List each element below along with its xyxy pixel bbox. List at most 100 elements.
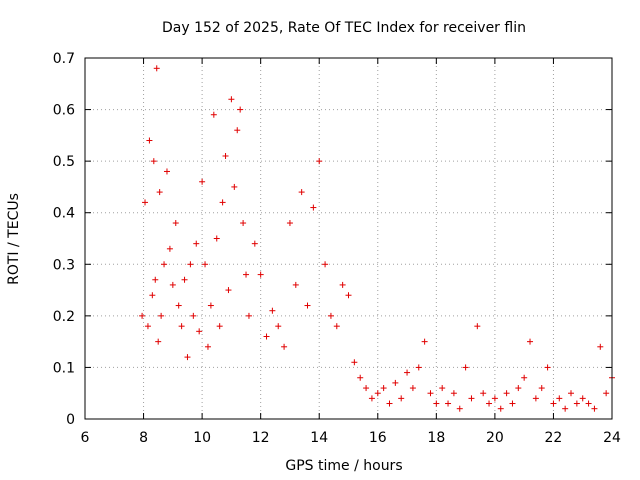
data-point [450, 390, 457, 397]
data-point [304, 302, 311, 309]
data-point [178, 323, 185, 330]
data-point [213, 235, 220, 242]
data-point [251, 240, 258, 247]
data-point [439, 385, 446, 392]
data-point [322, 261, 329, 268]
data-point [150, 158, 157, 165]
data-point [196, 328, 203, 335]
data-point [433, 400, 440, 407]
data-point [298, 189, 305, 196]
data-point [398, 395, 405, 402]
data-point [421, 338, 428, 345]
data-point [409, 385, 416, 392]
data-point [427, 390, 434, 397]
data-point [339, 281, 346, 288]
y-tick-label: 0.5 [53, 154, 75, 170]
data-point [468, 395, 475, 402]
data-point [149, 292, 156, 299]
data-point [202, 261, 209, 268]
x-tick-label: 18 [427, 430, 445, 446]
data-point [153, 65, 160, 72]
data-point [404, 369, 411, 376]
data-point [184, 354, 191, 361]
data-point [210, 111, 217, 118]
data-point [146, 137, 153, 144]
data-point [392, 379, 399, 386]
data-point [281, 343, 288, 350]
data-point [181, 276, 188, 283]
x-tick-label: 6 [81, 430, 90, 446]
data-point [158, 312, 165, 319]
data-point [538, 385, 545, 392]
data-point [240, 220, 247, 227]
data-point [503, 390, 510, 397]
data-point [228, 96, 235, 103]
data-point [163, 168, 170, 175]
data-point [172, 220, 179, 227]
data-point [225, 287, 232, 294]
x-tick-label: 10 [193, 430, 211, 446]
data-point [368, 395, 375, 402]
data-point [169, 281, 176, 288]
y-tick-label: 0.4 [53, 206, 75, 222]
data-point [286, 220, 293, 227]
data-point [333, 323, 340, 330]
data-point [155, 338, 162, 345]
data-point [207, 302, 214, 309]
data-point [562, 405, 569, 412]
data-point [292, 281, 299, 288]
data-point [544, 364, 551, 371]
data-point [486, 400, 493, 407]
data-point [245, 312, 252, 319]
data-point [345, 292, 352, 299]
data-point [445, 400, 452, 407]
data-point [234, 127, 241, 134]
data-points [139, 65, 615, 412]
data-point [556, 395, 563, 402]
y-tick-label: 0.7 [53, 51, 75, 67]
data-point [527, 338, 534, 345]
y-tick-label: 0.2 [53, 309, 75, 325]
data-point [193, 240, 200, 247]
data-point [257, 271, 264, 278]
data-point [357, 374, 364, 381]
data-point [269, 307, 276, 314]
data-point [497, 405, 504, 412]
data-point [144, 323, 151, 330]
data-point [316, 158, 323, 165]
x-tick-label: 14 [310, 430, 328, 446]
data-point [310, 204, 317, 211]
data-point [591, 405, 598, 412]
data-point [568, 390, 575, 397]
data-point [243, 271, 250, 278]
data-point [603, 390, 610, 397]
data-point [231, 183, 238, 190]
data-point [263, 333, 270, 340]
x-tick-label: 24 [603, 430, 621, 446]
data-point [187, 261, 194, 268]
data-point [474, 323, 481, 330]
x-tick-label: 22 [545, 430, 563, 446]
x-axis-label: GPS time / hours [285, 458, 402, 474]
x-tick-label: 8 [139, 430, 148, 446]
data-point [380, 385, 387, 392]
data-point [456, 405, 463, 412]
data-point [363, 385, 370, 392]
chart-title: Day 152 of 2025, Rate Of TEC Index for r… [162, 20, 526, 36]
data-point [199, 178, 206, 185]
data-point [491, 395, 498, 402]
y-axis-label: ROTI / TECUs [6, 193, 22, 285]
data-point [219, 199, 226, 206]
data-point [237, 106, 244, 113]
y-tick-label: 0.3 [53, 257, 75, 273]
data-point [550, 400, 557, 407]
data-point [579, 395, 586, 402]
data-point [374, 390, 381, 397]
y-tick-label: 0.1 [53, 360, 75, 376]
data-point [515, 385, 522, 392]
data-point [415, 364, 422, 371]
data-point [142, 199, 149, 206]
data-point [222, 152, 229, 159]
data-point [480, 390, 487, 397]
